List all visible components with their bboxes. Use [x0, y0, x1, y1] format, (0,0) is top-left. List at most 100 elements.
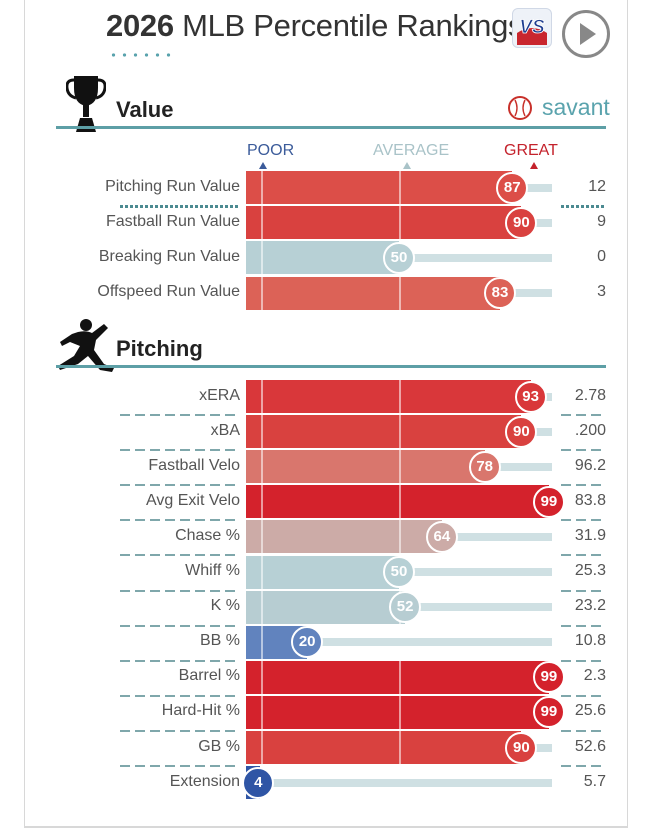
bar-gridline: [399, 415, 401, 449]
page-title: 2026 MLB Percentile Rankings: [106, 8, 524, 44]
row-separator: [120, 414, 240, 416]
percentile-bar: [246, 380, 531, 413]
bar-gridline: [399, 520, 401, 554]
metric-value: 5.7: [583, 772, 606, 790]
metric-label: xERA: [199, 386, 240, 404]
bar-gridline: [261, 206, 264, 240]
scale-poor-label: POOR: [247, 142, 295, 159]
row-separator: [120, 765, 240, 767]
metric-label: Offspeed Run Value: [97, 283, 240, 301]
frame-left-border: [24, 0, 25, 828]
row-separator: [120, 205, 240, 208]
title-year: 2026: [106, 8, 174, 43]
row-separator: [120, 694, 240, 697]
bar-gridline: [261, 625, 264, 659]
metric-value: 9: [597, 212, 606, 230]
metric-value: 25.3: [574, 562, 606, 579]
percentile-badge: 90: [505, 415, 538, 448]
metric-label: Pitching Run Value: [105, 177, 240, 195]
metric-value: 3: [597, 283, 606, 301]
row-separator: [120, 659, 240, 662]
percentile-badge: 90: [505, 206, 538, 239]
bar-gridline: [261, 520, 264, 554]
metric-label: K %: [210, 597, 240, 615]
bar-gridline: [261, 695, 264, 729]
bar-gridline: [261, 241, 264, 275]
bar-gridline: [261, 590, 264, 624]
bar-gridline: [261, 731, 264, 764]
pitcher-icon: [58, 319, 114, 372]
bar-gridline: [399, 276, 401, 310]
metric-label: GB %: [198, 737, 240, 755]
row-separator: [561, 694, 606, 697]
bar-gridline: [261, 485, 264, 519]
bar-gridline: [261, 380, 264, 413]
percentile-badge: 52: [389, 591, 422, 624]
bar-gridline: [399, 485, 401, 519]
title-text: MLB Percentile Rankings: [182, 8, 524, 43]
metric-label: Extension: [169, 772, 240, 790]
percentile-badge: 78: [468, 450, 501, 483]
bar-gridline: [399, 171, 401, 204]
metric-label: Hard-Hit %: [161, 702, 240, 720]
pitching-section-title: Pitching: [116, 336, 203, 361]
bar-gridline: [399, 450, 401, 484]
metric-label: Fastball Velo: [148, 456, 240, 474]
metric-value: 25.6: [574, 702, 606, 720]
percentile-bar: [246, 450, 485, 484]
row-separator: [561, 624, 606, 627]
row-separator: [561, 729, 606, 732]
row-separator: [561, 414, 606, 416]
row-separator: [561, 205, 606, 208]
row-separator: [561, 554, 606, 557]
percentile-bar: [246, 171, 513, 204]
percentile-badge: 20: [291, 626, 324, 659]
percentile-bar: [246, 485, 549, 519]
row-separator: [561, 589, 606, 592]
scale-average-label: AVERAGE: [373, 142, 450, 159]
percentile-badge: 99: [532, 696, 565, 729]
row-separator: [120, 624, 240, 627]
metric-label: Fastball Run Value: [106, 212, 240, 230]
metric-label: xBA: [210, 421, 240, 439]
percentile-badge: 99: [532, 661, 565, 694]
percentile-badge: 50: [383, 241, 415, 274]
percentile-bar: [246, 731, 522, 764]
scale-average-arrow: [403, 162, 411, 169]
percentile-bar: [246, 695, 549, 729]
metric-label: Chase %: [175, 526, 240, 544]
metric-value: 10.8: [574, 632, 606, 650]
bar-gridline: [261, 450, 264, 484]
bar-gridline: [261, 415, 264, 449]
percentile-badge: 4: [242, 766, 275, 799]
bar-gridline: [261, 660, 264, 694]
baseball-icon: [508, 96, 532, 120]
bar-gridline: [261, 171, 264, 204]
row-separator: [120, 519, 240, 522]
percentile-badge: 90: [505, 731, 538, 764]
play-button[interactable]: [562, 10, 610, 58]
bar-gridline: [261, 276, 264, 310]
percentile-track: [246, 638, 552, 647]
row-separator: [120, 729, 240, 732]
trophy-icon: [66, 76, 106, 132]
scale-poor-arrow: [259, 162, 267, 169]
row-separator: [120, 449, 240, 452]
row-separator: [561, 659, 606, 662]
row-separator: [561, 449, 606, 452]
metric-value: 2.3: [583, 667, 606, 685]
frame-right-border: [627, 0, 628, 828]
scale-great-arrow: [530, 162, 538, 169]
metric-label: Barrel %: [178, 667, 240, 685]
percentile-bar: [246, 555, 399, 589]
row-separator: [120, 484, 240, 487]
vs-logo-text: VS: [519, 17, 545, 38]
bar-gridline: [399, 695, 401, 729]
vs-logo[interactable]: VS: [512, 8, 552, 48]
metric-label: Breaking Run Value: [98, 247, 240, 265]
row-separator: [120, 554, 240, 557]
pitching-section-rule: [56, 365, 606, 368]
frame-bottom-border: [24, 826, 628, 828]
metric-value: 31.9: [574, 526, 606, 544]
metric-value: 83.8: [574, 491, 606, 509]
